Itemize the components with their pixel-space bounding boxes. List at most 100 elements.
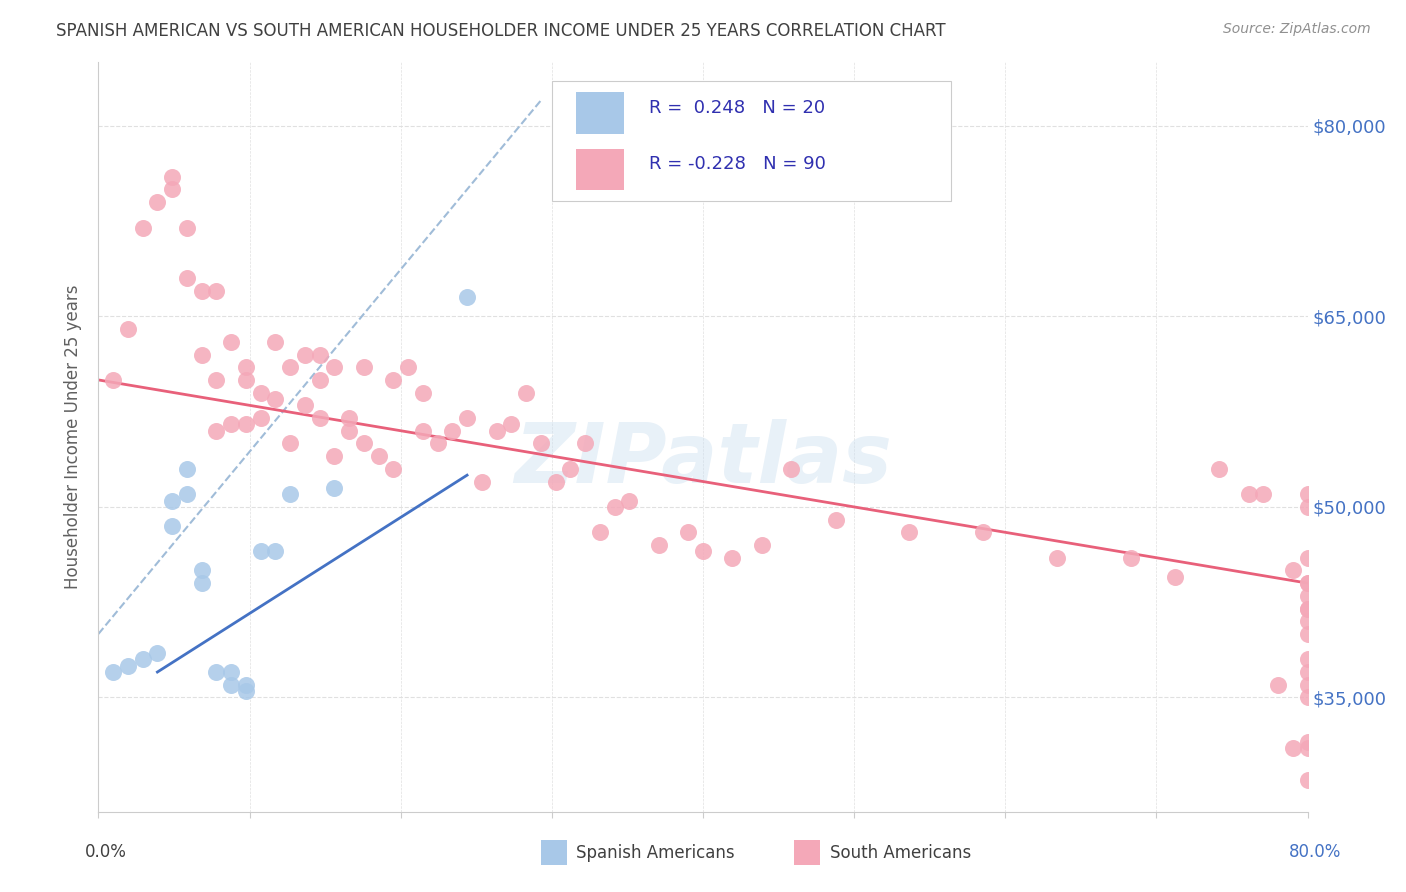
Point	[441, 424, 464, 438]
Point	[1296, 652, 1319, 666]
FancyBboxPatch shape	[551, 81, 950, 201]
Point	[382, 462, 405, 476]
Point	[1208, 462, 1230, 476]
Point	[205, 373, 228, 387]
Text: R = -0.228   N = 90: R = -0.228 N = 90	[648, 155, 825, 173]
Point	[131, 652, 153, 666]
Point	[426, 436, 449, 450]
Text: Source: ZipAtlas.com: Source: ZipAtlas.com	[1223, 22, 1371, 37]
Text: 0.0%: 0.0%	[84, 843, 127, 861]
Point	[146, 195, 169, 210]
Text: South Americans: South Americans	[830, 844, 970, 862]
Point	[205, 424, 228, 438]
Point	[1296, 500, 1319, 514]
Point	[117, 658, 139, 673]
Point	[278, 360, 301, 375]
Point	[205, 284, 228, 298]
Point	[249, 411, 271, 425]
Point	[589, 525, 612, 540]
Point	[190, 563, 212, 577]
Point	[396, 360, 419, 375]
Point	[176, 487, 198, 501]
Point	[219, 665, 242, 679]
Point	[219, 334, 242, 349]
Point	[1296, 735, 1319, 749]
Point	[1164, 570, 1187, 584]
Point	[308, 347, 330, 361]
Point	[264, 544, 287, 558]
Point	[117, 322, 139, 336]
Point	[530, 436, 553, 450]
Point	[294, 398, 316, 412]
Point	[176, 220, 198, 235]
Point	[235, 417, 257, 432]
Point	[692, 544, 714, 558]
Point	[412, 385, 434, 400]
Point	[824, 513, 846, 527]
Point	[501, 417, 523, 432]
Point	[235, 360, 257, 375]
Point	[249, 544, 271, 558]
Point	[721, 550, 744, 565]
Point	[205, 665, 228, 679]
Point	[190, 347, 212, 361]
Point	[1296, 576, 1319, 591]
Point	[1296, 589, 1319, 603]
Point	[101, 665, 124, 679]
Point	[603, 500, 626, 514]
Point	[1296, 487, 1319, 501]
Point	[1282, 563, 1305, 577]
Point	[219, 417, 242, 432]
Point	[308, 411, 330, 425]
Point	[278, 487, 301, 501]
Point	[485, 424, 508, 438]
Point	[1296, 550, 1319, 565]
Point	[278, 436, 301, 450]
Point	[972, 525, 994, 540]
Point	[264, 392, 287, 406]
Point	[1296, 741, 1319, 756]
FancyBboxPatch shape	[576, 93, 624, 134]
Point	[1253, 487, 1275, 501]
Point	[1282, 741, 1305, 756]
Point	[456, 411, 478, 425]
Point	[219, 678, 242, 692]
Point	[160, 182, 183, 196]
Point	[160, 493, 183, 508]
Point	[1296, 601, 1319, 615]
Point	[560, 462, 582, 476]
Point	[353, 436, 375, 450]
Text: R =  0.248   N = 20: R = 0.248 N = 20	[648, 99, 825, 117]
Point	[1119, 550, 1142, 565]
FancyBboxPatch shape	[576, 149, 624, 190]
Point	[780, 462, 803, 476]
Point	[323, 360, 346, 375]
Point	[382, 373, 405, 387]
Point	[264, 334, 287, 349]
Point	[678, 525, 700, 540]
Point	[412, 424, 434, 438]
Point	[648, 538, 671, 552]
Text: 80.0%: 80.0%	[1288, 843, 1341, 861]
Point	[146, 646, 169, 660]
Point	[190, 284, 212, 298]
Point	[160, 169, 183, 184]
Point	[176, 271, 198, 285]
Point	[337, 411, 360, 425]
Point	[190, 576, 212, 591]
Text: SPANISH AMERICAN VS SOUTH AMERICAN HOUSEHOLDER INCOME UNDER 25 YEARS CORRELATION: SPANISH AMERICAN VS SOUTH AMERICAN HOUSE…	[56, 22, 946, 40]
Point	[176, 462, 198, 476]
Point	[1267, 678, 1289, 692]
Point	[574, 436, 596, 450]
Point	[337, 424, 360, 438]
Point	[308, 373, 330, 387]
Point	[1296, 678, 1319, 692]
Point	[1296, 665, 1319, 679]
Point	[898, 525, 921, 540]
Point	[367, 449, 389, 463]
Point	[323, 449, 346, 463]
Point	[619, 493, 641, 508]
Point	[515, 385, 537, 400]
Point	[1237, 487, 1260, 501]
Point	[1296, 627, 1319, 641]
